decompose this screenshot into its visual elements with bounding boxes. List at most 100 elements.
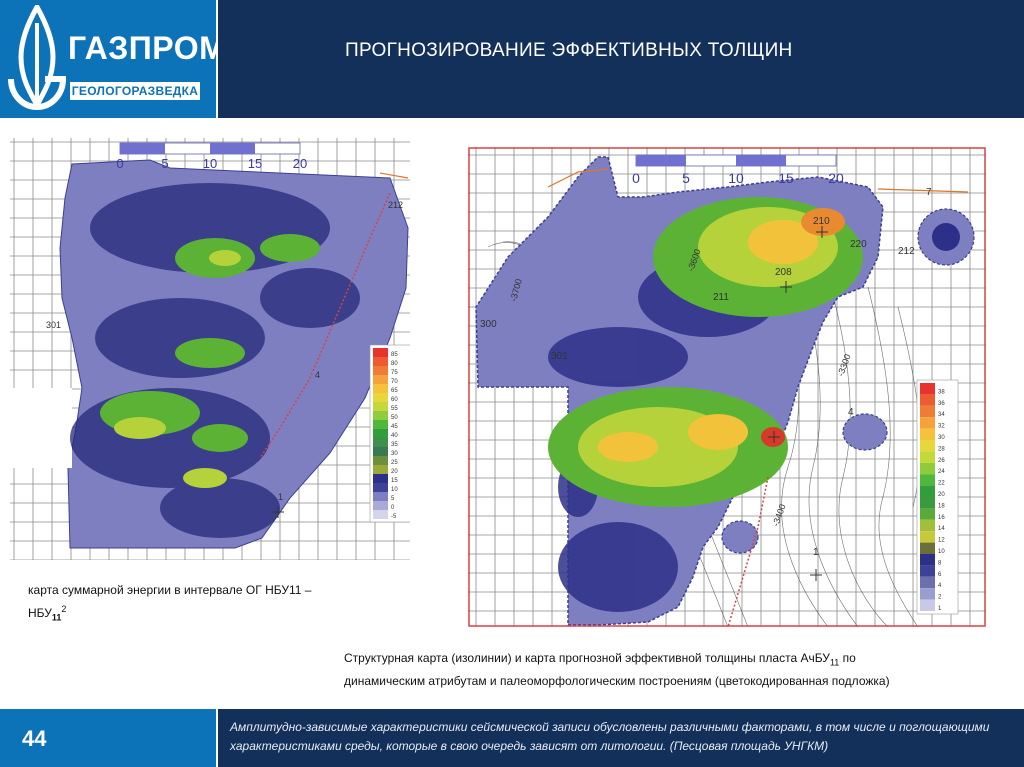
legend-label: 55 (391, 406, 398, 412)
legend-label: 12 (938, 538, 945, 544)
caption-line: Структурная карта (изолинии) и карта про… (344, 649, 1004, 672)
well-label: 7 (926, 187, 932, 198)
well-label: 210 (813, 216, 830, 227)
caption-line: НБУ112 (28, 600, 388, 627)
well-label: 300 (480, 319, 497, 330)
legend-swatch (373, 447, 388, 456)
legend-swatch (373, 456, 388, 465)
legend-label: 80 (391, 361, 398, 367)
legend-label: 50 (391, 415, 398, 421)
caption-text: Структурная карта (изолинии) и карта про… (344, 651, 830, 665)
legend-swatch (920, 588, 935, 600)
legend-label: 75 (391, 370, 398, 376)
legend-label: 14 (938, 526, 945, 532)
legend-label: 30 (938, 435, 945, 441)
well-label: 301 (551, 351, 568, 362)
legend-swatch (373, 465, 388, 474)
legend-swatch (920, 599, 935, 611)
legend-swatch (373, 483, 388, 492)
legend-swatch (373, 429, 388, 438)
scale-label: 10 (203, 156, 217, 171)
legend-label: 35 (391, 442, 398, 448)
scale-label: 5 (682, 170, 690, 186)
well-label: 1 (813, 547, 819, 558)
legend-label: 70 (391, 379, 398, 385)
footer-note-panel: Амплитудно-зависимые характеристики сейс… (218, 709, 1024, 767)
caption-line: карта суммарной энергии в интервале ОГ Н… (28, 583, 312, 597)
scale-label: 20 (828, 170, 844, 186)
legend-label: 22 (938, 481, 945, 487)
legend-swatch (920, 485, 935, 497)
legend-swatch (373, 411, 388, 420)
legend-swatch (373, 402, 388, 411)
caption-line: динамическим атрибутам и палеоморфологич… (344, 674, 890, 689)
brand-name: ГАЗПРОМ (68, 30, 227, 66)
caption-subscript: 11 (829, 657, 840, 668)
well-label: 208 (775, 267, 792, 278)
legend-label: 45 (391, 424, 398, 430)
page-title: ПРОГНОЗИРОВАНИЕ ЭФФЕКТИВНЫХ ТОЛЩИН (345, 40, 793, 61)
well-label: 4 (315, 370, 320, 380)
legend-label: 40 (391, 433, 398, 439)
thickness-map-legend: 38 36 34 32 30 28 26 24 22 20 18 16 14 12 10 8 6 4 2 1 (916, 379, 959, 615)
legend-swatch (920, 383, 935, 395)
legend-label: 10 (938, 549, 945, 555)
well-label: 211 (713, 292, 729, 303)
legend-label: 16 (938, 515, 945, 521)
energy-map: 0 5 10 15 20 212 301 4 1 85 80 75 70 65 60 55 5… (10, 138, 412, 561)
legend-swatch (920, 405, 935, 418)
scale-label: 0 (116, 156, 123, 171)
well-label: 212 (898, 246, 915, 257)
legend-swatch (373, 357, 388, 366)
energy-map-canvas: 0 5 10 15 20 212 301 4 1 858075706560555… (10, 138, 412, 561)
thickness-map: 0 5 10 15 20 7 210 220 212 208 211 300 3… (468, 147, 986, 628)
legend-swatch (373, 492, 388, 501)
legend-label: 2 (938, 595, 942, 601)
caption-superscript: 2 (61, 604, 67, 614)
legend-label: 34 (938, 412, 945, 418)
legend-label: 36 (938, 401, 945, 407)
legend-label: 4 (938, 583, 942, 589)
legend-swatch (373, 366, 388, 375)
well-marker-icon (810, 569, 822, 581)
legend-label: 38 (938, 389, 945, 395)
legend-label: 5 (391, 496, 395, 502)
legend-swatch (373, 438, 388, 447)
legend-label: 18 (938, 503, 945, 509)
legend-swatch (373, 474, 388, 483)
legend-label: 26 (938, 458, 945, 464)
legend-label: 6 (938, 572, 942, 578)
well-marker-icon (272, 506, 284, 518)
legend-swatch (920, 417, 935, 429)
legend-swatch (920, 497, 935, 509)
legend-label: 65 (391, 388, 398, 394)
well-marker-icon (816, 226, 828, 238)
caption-subscript: 11 (51, 612, 62, 623)
legend-label: 32 (938, 424, 945, 430)
thickness-map-scale-bar: 0 5 10 15 20 (632, 154, 844, 186)
legend-swatch (920, 576, 935, 589)
well-marker-icon (780, 281, 792, 293)
legend-swatch (920, 474, 935, 486)
well-label: 4 (848, 407, 854, 418)
legend-label: 60 (391, 397, 398, 403)
well-label: 220 (850, 239, 867, 250)
thickness-map-isolated-anomalies (721, 208, 975, 554)
scale-label: 20 (293, 156, 307, 171)
caption-text: по (839, 651, 856, 665)
brand-subtitle: ГЕОЛОГОРАЗВЕДКА (71, 84, 199, 98)
scale-label: 15 (778, 170, 794, 186)
legend-label: -5 (391, 514, 397, 520)
title-bar (216, 0, 1024, 118)
legend-swatch (920, 508, 935, 520)
legend-swatch (373, 375, 388, 384)
legend-swatch (373, 393, 388, 402)
legend-swatch (373, 384, 388, 393)
thickness-map-canvas: 0 5 10 15 20 7 210 220 212 208 211 300 3… (468, 147, 986, 628)
legend-swatch (920, 542, 935, 554)
legend-label: 10 (391, 487, 398, 493)
legend-label: 15 (391, 478, 398, 484)
legend-swatch (920, 440, 935, 452)
legend-swatch (373, 420, 388, 429)
